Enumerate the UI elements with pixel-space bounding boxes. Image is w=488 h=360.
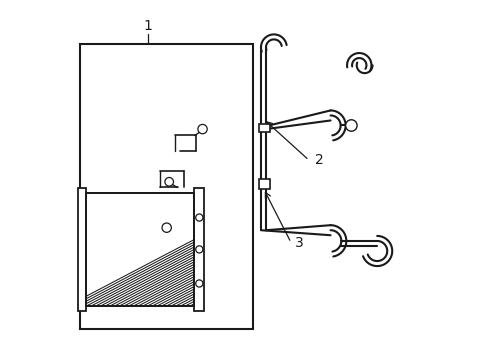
Bar (160, 207, 178, 221)
Circle shape (198, 125, 207, 134)
Circle shape (195, 246, 203, 253)
Bar (178, 211, 182, 218)
Circle shape (195, 280, 203, 287)
Text: 1: 1 (143, 19, 152, 33)
Bar (78, 188, 86, 311)
Circle shape (164, 177, 173, 186)
Circle shape (162, 223, 171, 232)
Text: 3: 3 (295, 236, 304, 250)
Circle shape (345, 120, 356, 131)
Bar (86, 193, 194, 306)
Bar (86, 193, 194, 306)
Bar (194, 188, 204, 311)
Bar (80, 44, 253, 329)
Circle shape (195, 214, 203, 221)
Bar (258, 124, 270, 132)
Text: 2: 2 (314, 153, 323, 167)
Bar (258, 179, 270, 189)
Polygon shape (86, 193, 194, 306)
